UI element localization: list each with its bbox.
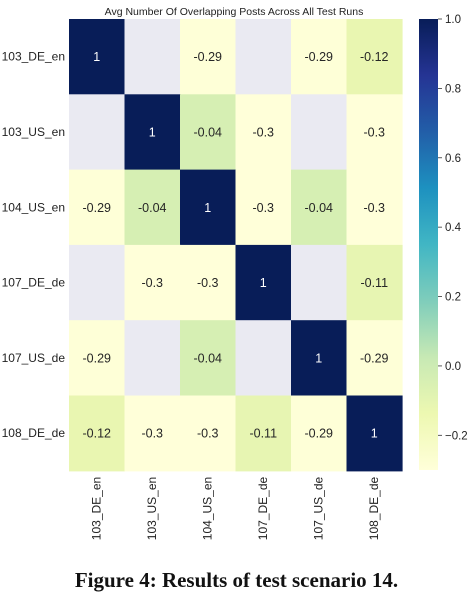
heatmap-cell <box>180 94 237 171</box>
column-label: 103_DE_en <box>90 477 104 540</box>
cell-value-label: -0.11 <box>249 427 277 441</box>
heatmap-cell <box>235 19 292 95</box>
row-label: 107_DE_de <box>2 276 66 290</box>
heatmap-cell <box>69 169 126 246</box>
colorbar-tick-label: 0.6 <box>445 153 461 165</box>
heatmap-cell <box>69 395 126 472</box>
cell-value-label: -0.11 <box>360 276 388 290</box>
colorbar-gradient <box>419 19 438 470</box>
heatmap-cell <box>346 244 403 321</box>
heatmap-cell <box>235 320 292 397</box>
cell-value-label: 1 <box>260 276 267 290</box>
column-label: 103_US_en <box>145 477 159 540</box>
cell-value-label: -0.29 <box>83 201 112 215</box>
column-label: 108_DE_de <box>367 476 381 540</box>
cell-value-label: 1 <box>315 351 322 365</box>
heatmap-cell <box>69 244 126 321</box>
row-label: 104_US_en <box>2 200 65 214</box>
cell-value-label: -0.3 <box>363 125 385 139</box>
heatmap-cell <box>69 94 126 171</box>
heatmap-cell <box>291 320 348 397</box>
row-label: 103_US_en <box>2 125 65 139</box>
column-labels: 103_DE_en 103_US_en 104_US_en 107_DE_de 107_… <box>90 476 382 540</box>
cell-value-label: -0.04 <box>194 125 223 139</box>
cell-value-label: -0.29 <box>305 50 334 64</box>
cell-value-label: -0.12 <box>360 50 389 64</box>
heatmap-cell <box>235 395 292 472</box>
heatmap-cell <box>180 169 237 246</box>
heatmap-cell <box>124 169 181 246</box>
heatmap-cell <box>69 320 126 397</box>
colorbar-tick-label: 0.8 <box>445 83 461 95</box>
heatmap-cell <box>235 244 292 321</box>
row-label: 108_DE_de <box>2 426 66 440</box>
colorbar-tick-label: 1.0 <box>445 14 461 26</box>
heatmap-cell <box>346 169 403 246</box>
cell-value-label: 1 <box>149 125 156 139</box>
heatmap-cell <box>180 320 237 397</box>
heatmap-cell <box>180 395 237 472</box>
heatmap-cell <box>291 19 348 95</box>
cell-value-label: -0.29 <box>360 351 389 365</box>
colorbar-tick-label: 0.2 <box>445 292 461 304</box>
cell-value-label: -0.29 <box>83 351 112 365</box>
heatmap-cell <box>235 169 292 246</box>
heatmap-cell <box>180 19 237 95</box>
colorbar: −0.2 0.0 0.2 0.4 0.6 0.8 1.0 <box>419 14 468 470</box>
cell-value-label: -0.04 <box>138 201 167 215</box>
heatmap-cell <box>346 19 403 95</box>
cell-value-label: -0.29 <box>305 427 334 441</box>
heatmap-cell <box>235 94 292 171</box>
cell-value-label: -0.3 <box>197 276 219 290</box>
heatmap-cell <box>124 94 181 171</box>
heatmap-cell <box>291 395 348 472</box>
column-label: 107_US_de <box>312 476 326 540</box>
figure-caption: Figure 4: Results of test scenario 14. <box>74 568 399 592</box>
heatmap-cell <box>124 19 181 95</box>
column-label: 107_DE_de <box>256 476 270 540</box>
column-label: 104_US_en <box>201 477 215 540</box>
heatmap-cell <box>124 395 181 472</box>
cell-value-label: 1 <box>204 201 211 215</box>
cell-value-label: -0.29 <box>194 50 223 64</box>
heatmap-cell <box>291 169 348 246</box>
cell-value-label: 1 <box>93 50 100 64</box>
heatmap-cell <box>346 94 403 171</box>
cell-value-label: -0.3 <box>141 427 163 441</box>
colorbar-tick-label: 0.0 <box>445 361 461 373</box>
heatmap-cells: 1 -0.29 -0.29 -0.12 1 -0.04 -0.3 -0.3 -0.29 -0.04… <box>69 19 403 472</box>
cell-value-label: -0.04 <box>194 351 223 365</box>
heatmap-cell <box>346 320 403 397</box>
heatmap-cell <box>291 94 348 171</box>
heatmap-cell <box>124 320 181 397</box>
colorbar-tick-label: 0.4 <box>445 222 462 234</box>
row-label: 103_DE_en <box>2 50 65 64</box>
cell-value-label: -0.3 <box>141 276 163 290</box>
heatmap-cell <box>346 395 403 472</box>
cell-value-label: -0.3 <box>363 201 385 215</box>
cell-value-label: -0.3 <box>252 125 274 139</box>
cell-value-label: -0.12 <box>83 427 112 441</box>
chart-title: Avg Number Of Overlapping Posts Across A… <box>105 6 364 18</box>
heatmap-cell <box>69 19 126 95</box>
cell-value-label: -0.3 <box>252 201 274 215</box>
cell-value-label: -0.3 <box>197 427 219 441</box>
row-labels: 103_DE_en 103_US_en 104_US_en 107_DE_de 107_… <box>2 50 66 440</box>
heatmap-cell <box>291 244 348 321</box>
heatmap-cell <box>180 244 237 321</box>
colorbar-tick-label: −0.2 <box>445 430 468 442</box>
cell-value-label: -0.04 <box>305 201 334 215</box>
row-label: 107_US_de <box>2 351 66 365</box>
heatmap-cell <box>124 244 181 321</box>
colorbar-ticks: −0.2 0.0 0.2 0.4 0.6 0.8 1.0 <box>438 14 468 442</box>
cell-value-label: 1 <box>371 427 378 441</box>
